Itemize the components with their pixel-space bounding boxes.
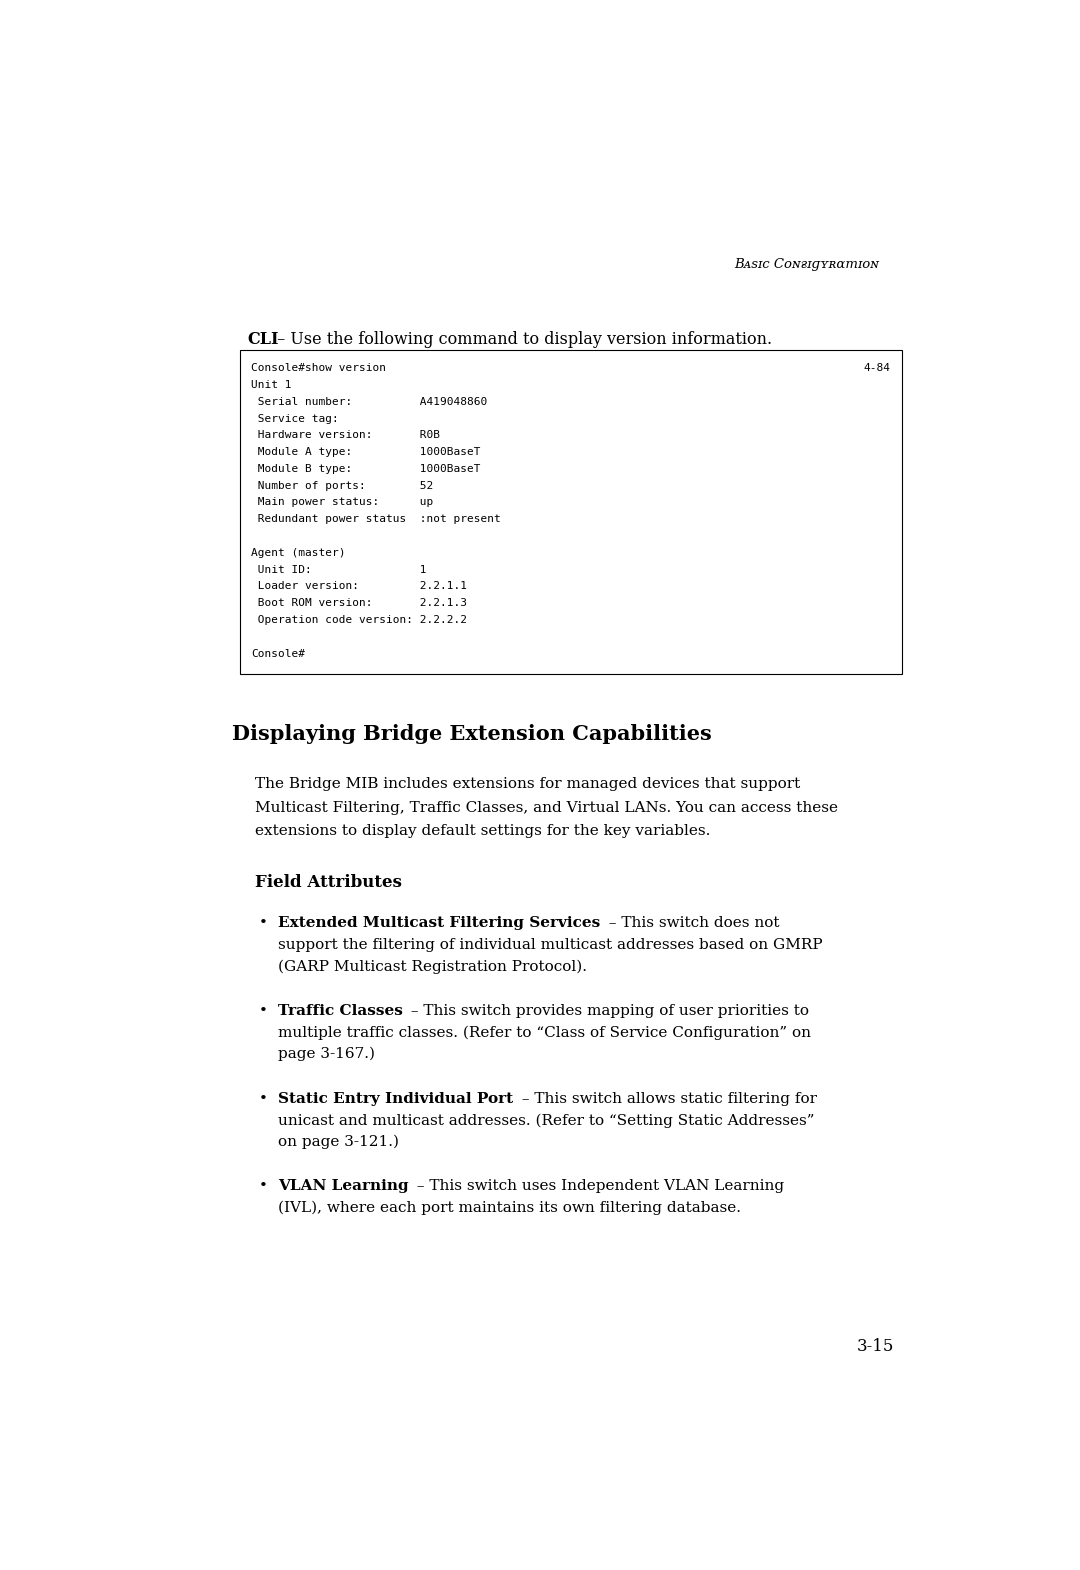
Text: – Use the following command to display version information.: – Use the following command to display v…	[272, 331, 772, 349]
Text: Extended Multicast Filtering Services: Extended Multicast Filtering Services	[279, 915, 600, 929]
Text: Unit ID:                1: Unit ID: 1	[252, 565, 427, 575]
Text: Operation code version: 2.2.2.2: Operation code version: 2.2.2.2	[252, 615, 468, 625]
Text: – This switch allows static filtering for: – This switch allows static filtering fo…	[516, 1091, 816, 1105]
Text: The Bridge MIB includes extensions for managed devices that support: The Bridge MIB includes extensions for m…	[255, 777, 800, 791]
Text: •: •	[259, 1179, 268, 1193]
Text: Hardware version:       R0B: Hardware version: R0B	[252, 430, 441, 440]
Text: 3-15: 3-15	[858, 1338, 894, 1355]
Text: page 3-167.): page 3-167.)	[279, 1047, 376, 1061]
Text: Console#show version: Console#show version	[252, 363, 387, 374]
Text: •: •	[259, 1091, 268, 1105]
Text: Service tag:: Service tag:	[252, 413, 339, 424]
Text: Serial number:          A419048860: Serial number: A419048860	[252, 397, 487, 407]
Text: Redundant power status  :not present: Redundant power status :not present	[252, 515, 501, 524]
Text: Field Attributes: Field Attributes	[255, 873, 402, 890]
Text: VLAN Learning: VLAN Learning	[279, 1179, 409, 1193]
Text: Unit 1: Unit 1	[252, 380, 292, 389]
Text: Agent (master): Agent (master)	[252, 548, 346, 557]
Text: Traffic Classes: Traffic Classes	[279, 1003, 403, 1017]
Text: unicast and multicast addresses. (Refer to “Setting Static Addresses”: unicast and multicast addresses. (Refer …	[279, 1113, 815, 1127]
Text: 4-84: 4-84	[864, 363, 891, 374]
Text: Static Entry Individual Port: Static Entry Individual Port	[279, 1091, 513, 1105]
Text: (IVL), where each port maintains its own filtering database.: (IVL), where each port maintains its own…	[279, 1201, 741, 1215]
Text: (GARP Multicast Registration Protocol).: (GARP Multicast Registration Protocol).	[279, 959, 588, 973]
Text: Module B type:          1000BaseT: Module B type: 1000BaseT	[252, 463, 481, 474]
Text: extensions to display default settings for the key variables.: extensions to display default settings f…	[255, 824, 711, 838]
Text: Console#: Console#	[252, 648, 306, 658]
Text: Multicast Filtering, Traffic Classes, and Virtual LANs. You can access these: Multicast Filtering, Traffic Classes, an…	[255, 801, 838, 815]
Text: Bᴀѕɪс Cᴏɴғɪɡʏʀɑтɪᴏɴ: Bᴀѕɪс Cᴏɴғɪɡʏʀɑтɪᴏɴ	[734, 257, 879, 270]
Text: Module A type:          1000BaseT: Module A type: 1000BaseT	[252, 447, 481, 457]
Text: support the filtering of individual multicast addresses based on GMRP: support the filtering of individual mult…	[279, 937, 823, 951]
Text: Boot ROM version:       2.2.1.3: Boot ROM version: 2.2.1.3	[252, 598, 468, 608]
Text: Number of ports:        52: Number of ports: 52	[252, 480, 433, 491]
Text: CLI: CLI	[247, 331, 279, 349]
Text: multiple traffic classes. (Refer to “Class of Service Configuration” on: multiple traffic classes. (Refer to “Cla…	[279, 1025, 811, 1039]
Text: Main power status:      up: Main power status: up	[252, 498, 433, 507]
Text: on page 3-121.): on page 3-121.)	[279, 1135, 400, 1149]
Text: Loader version:         2.2.1.1: Loader version: 2.2.1.1	[252, 581, 468, 592]
Text: Displaying Bridge Extension Capabilities: Displaying Bridge Extension Capabilities	[232, 724, 712, 744]
Bar	[240, 350, 902, 674]
Text: – This switch does not: – This switch does not	[604, 915, 780, 929]
Text: •: •	[259, 1003, 268, 1017]
Text: – This switch provides mapping of user priorities to: – This switch provides mapping of user p…	[406, 1003, 809, 1017]
Text: •: •	[259, 915, 268, 929]
Text: – This switch uses Independent VLAN Learning: – This switch uses Independent VLAN Lear…	[413, 1179, 784, 1193]
